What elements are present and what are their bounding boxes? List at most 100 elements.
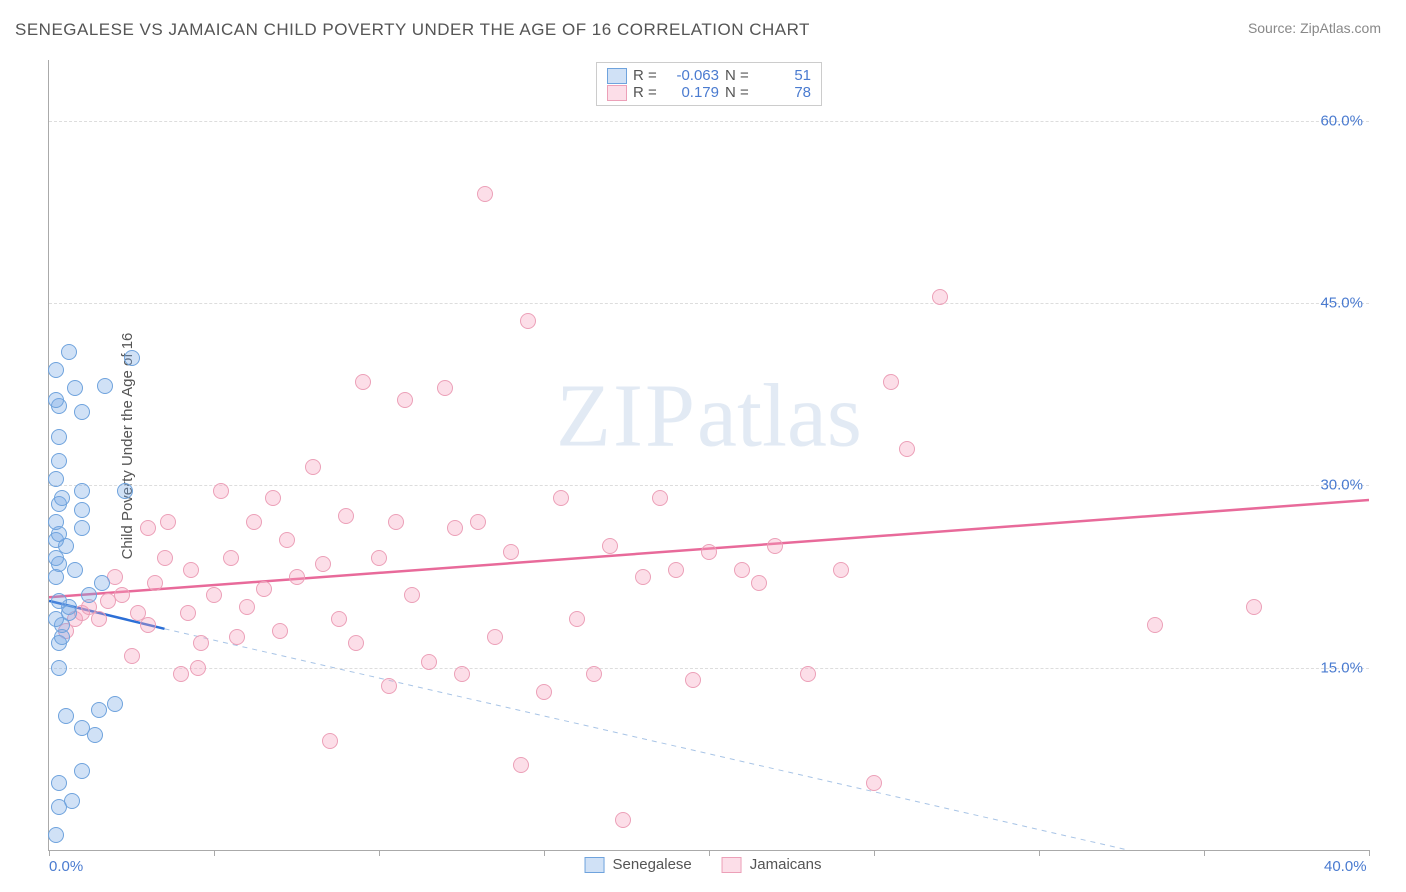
point-senegalese [64, 793, 80, 809]
point-jamaicans [272, 623, 288, 639]
point-jamaicans [206, 587, 222, 603]
r-label: R = [633, 84, 659, 101]
y-tick-label: 30.0% [1320, 477, 1363, 494]
legend-label-senegalese: Senegalese [613, 856, 692, 873]
point-jamaicans [322, 733, 338, 749]
x-tick-label: 40.0% [1324, 858, 1367, 875]
point-senegalese [74, 483, 90, 499]
point-jamaicans [833, 562, 849, 578]
point-jamaicans [477, 186, 493, 202]
point-jamaicans [701, 544, 717, 560]
point-jamaicans [899, 441, 915, 457]
point-jamaicans [503, 544, 519, 560]
point-jamaicans [404, 587, 420, 603]
point-senegalese [81, 587, 97, 603]
n-value-jamaicans: 78 [757, 84, 811, 101]
point-jamaicans [470, 514, 486, 530]
x-tick-mark [1039, 850, 1040, 856]
swatch-senegalese [607, 68, 627, 84]
point-jamaicans [520, 313, 536, 329]
source-attribution: Source: ZipAtlas.com [1248, 20, 1381, 36]
point-senegalese [51, 593, 67, 609]
point-jamaicans [421, 654, 437, 670]
point-jamaicans [173, 666, 189, 682]
point-senegalese [58, 708, 74, 724]
point-jamaicans [454, 666, 470, 682]
point-jamaicans [246, 514, 262, 530]
n-label: N = [725, 67, 751, 84]
y-tick-label: 15.0% [1320, 659, 1363, 676]
point-jamaicans [256, 581, 272, 597]
point-jamaicans [734, 562, 750, 578]
point-jamaicans [91, 611, 107, 627]
point-jamaicans [569, 611, 585, 627]
point-senegalese [117, 483, 133, 499]
point-senegalese [74, 520, 90, 536]
legend-item-jamaicans: Jamaicans [722, 856, 822, 873]
point-jamaicans [767, 538, 783, 554]
point-jamaicans [213, 483, 229, 499]
source-label: Source: [1248, 20, 1300, 36]
point-senegalese [51, 429, 67, 445]
gridline [49, 485, 1369, 486]
point-jamaicans [800, 666, 816, 682]
n-label: N = [725, 84, 751, 101]
legend-stats-row-senegalese: R = -0.063 N = 51 [607, 67, 811, 84]
point-jamaicans [536, 684, 552, 700]
point-jamaicans [652, 490, 668, 506]
point-jamaicans [635, 569, 651, 585]
point-jamaicans [487, 629, 503, 645]
point-jamaicans [223, 550, 239, 566]
point-senegalese [91, 702, 107, 718]
point-senegalese [51, 453, 67, 469]
swatch-jamaicans [607, 85, 627, 101]
trend-lines [49, 60, 1369, 850]
point-jamaicans [229, 629, 245, 645]
n-value-senegalese: 51 [757, 67, 811, 84]
r-value-senegalese: -0.063 [665, 67, 719, 84]
point-jamaicans [388, 514, 404, 530]
watermark: ZIPatlas [556, 364, 862, 467]
point-senegalese [94, 575, 110, 591]
x-tick-mark [874, 850, 875, 856]
point-jamaicans [1246, 599, 1262, 615]
point-jamaicans [602, 538, 618, 554]
swatch-senegalese [585, 857, 605, 873]
point-jamaicans [193, 635, 209, 651]
point-jamaicans [553, 490, 569, 506]
point-jamaicans [124, 648, 140, 664]
point-jamaicans [114, 587, 130, 603]
point-senegalese [48, 827, 64, 843]
source-link[interactable]: ZipAtlas.com [1300, 20, 1381, 36]
point-jamaicans [348, 635, 364, 651]
point-jamaicans [668, 562, 684, 578]
point-jamaicans [883, 374, 899, 390]
point-senegalese [67, 380, 83, 396]
point-jamaicans [160, 514, 176, 530]
point-jamaicans [190, 660, 206, 676]
point-senegalese [51, 775, 67, 791]
x-tick-mark [1369, 850, 1370, 856]
point-jamaicans [331, 611, 347, 627]
point-jamaicans [289, 569, 305, 585]
point-jamaicans [140, 617, 156, 633]
legend-label-jamaicans: Jamaicans [750, 856, 822, 873]
legend-item-senegalese: Senegalese [585, 856, 692, 873]
point-senegalese [107, 696, 123, 712]
y-tick-label: 45.0% [1320, 295, 1363, 312]
point-jamaicans [355, 374, 371, 390]
point-jamaicans [371, 550, 387, 566]
x-tick-mark [214, 850, 215, 856]
gridline [49, 668, 1369, 669]
swatch-jamaicans [722, 857, 742, 873]
plot-area: ZIPatlas R = -0.063 N = 51 R = 0.179 N =… [48, 60, 1369, 851]
x-tick-mark [1204, 850, 1205, 856]
point-jamaicans [866, 775, 882, 791]
r-label: R = [633, 67, 659, 84]
point-senegalese [48, 471, 64, 487]
point-jamaicans [279, 532, 295, 548]
legend-stats: R = -0.063 N = 51 R = 0.179 N = 78 [596, 62, 822, 106]
point-jamaicans [751, 575, 767, 591]
point-senegalese [74, 502, 90, 518]
point-jamaicans [180, 605, 196, 621]
